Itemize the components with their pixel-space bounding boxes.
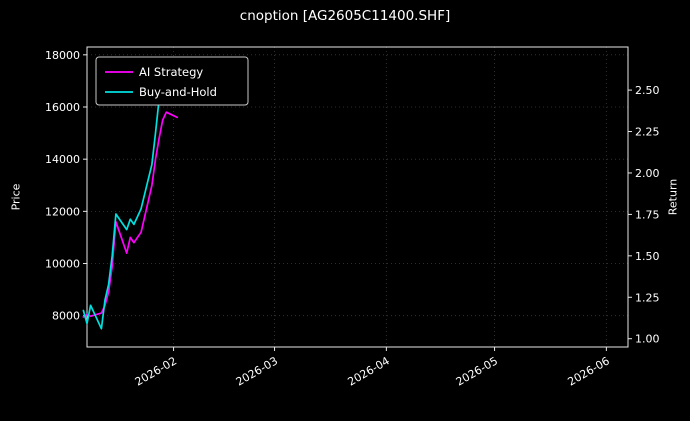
left-tick-label: 18000 bbox=[45, 49, 80, 62]
right-tick-label: 1.25 bbox=[635, 291, 660, 304]
x-tick-label: 2026-05 bbox=[454, 354, 500, 388]
legend-label: Buy-and-Hold bbox=[139, 85, 217, 99]
x-tick-label: 2026-06 bbox=[566, 354, 612, 388]
left-tick-label: 12000 bbox=[45, 205, 80, 218]
left-tick-label: 14000 bbox=[45, 153, 80, 166]
right-tick-label: 2.25 bbox=[635, 126, 660, 139]
legend-label: AI Strategy bbox=[139, 65, 203, 79]
chart-title: cnoption [AG2605C11400.SHF] bbox=[239, 8, 451, 24]
series-line-ai-strategy bbox=[82, 111, 179, 318]
right-tick-label: 2.00 bbox=[635, 167, 660, 180]
x-tick-label: 2026-02 bbox=[133, 354, 179, 388]
x-tick-label: 2026-04 bbox=[346, 354, 392, 388]
legend-box bbox=[95, 56, 249, 106]
left-tick-label: 10000 bbox=[45, 258, 80, 271]
left-tick-label: 8000 bbox=[52, 310, 80, 323]
right-tick-label: 1.00 bbox=[635, 333, 660, 346]
x-tick-label: 2026-03 bbox=[234, 354, 280, 388]
series-line-buy-and-hold bbox=[82, 61, 168, 330]
right-tick-label: 1.75 bbox=[635, 208, 660, 221]
right-tick-label: 1.50 bbox=[635, 250, 660, 263]
right-tick-label: 2.50 bbox=[635, 84, 660, 97]
plot-border bbox=[86, 46, 629, 348]
left-tick-label: 16000 bbox=[45, 101, 80, 114]
